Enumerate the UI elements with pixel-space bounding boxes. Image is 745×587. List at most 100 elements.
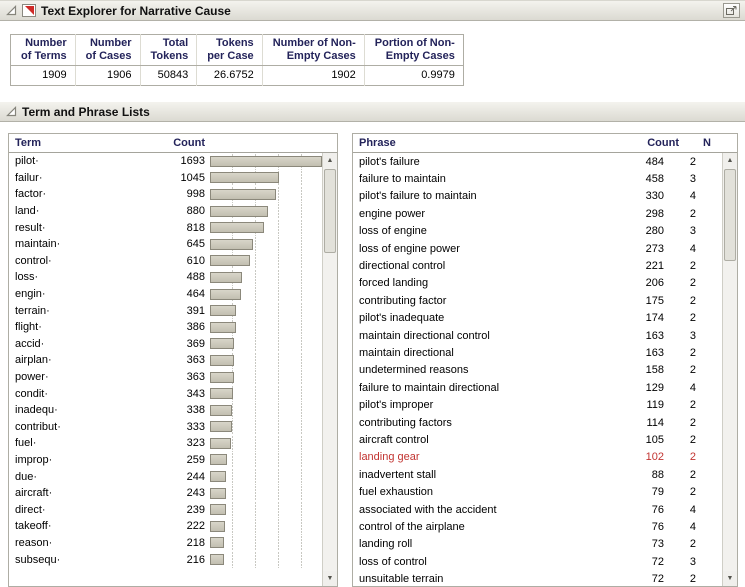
phrase-scrollbar[interactable]: ▲ ▼ bbox=[722, 153, 737, 586]
term-row[interactable]: fuel· 323 bbox=[9, 435, 322, 452]
phrase-row[interactable]: aircraft control 105 2 bbox=[353, 431, 722, 448]
term-bar-cell bbox=[210, 534, 322, 552]
term-bar-cell bbox=[210, 401, 322, 419]
summary-value: 50843 bbox=[139, 65, 197, 86]
term-row[interactable]: flight· 386 bbox=[9, 318, 322, 336]
phrase-row[interactable]: failure to maintain directional 129 4 bbox=[353, 379, 722, 396]
term-count: 386 bbox=[186, 321, 205, 334]
term-bar-cell bbox=[210, 153, 322, 170]
term-row[interactable]: contribut· 333 bbox=[9, 418, 322, 436]
term-bar-cell bbox=[210, 551, 322, 568]
phrase-row[interactable]: pilot's failure to maintain 330 4 bbox=[353, 188, 722, 205]
phrase-row[interactable]: landing roll 73 2 bbox=[353, 536, 722, 553]
phrase-row[interactable]: undetermined reasons 158 2 bbox=[353, 362, 722, 379]
term-row[interactable]: control· 610 bbox=[9, 252, 322, 270]
scroll-down-icon[interactable]: ▼ bbox=[723, 571, 737, 586]
term-row[interactable]: aircraft· 243 bbox=[9, 484, 322, 502]
scroll-up-icon[interactable]: ▲ bbox=[723, 153, 737, 168]
term-row[interactable]: land· 880 bbox=[9, 202, 322, 220]
term-count-bar bbox=[210, 537, 225, 549]
term-row[interactable]: factor· 998 bbox=[9, 186, 322, 203]
term-row[interactable]: loss· 488 bbox=[9, 269, 322, 286]
term-column-header[interactable]: Term bbox=[15, 137, 42, 149]
phrase-row[interactable]: forced landing 206 2 bbox=[353, 275, 722, 292]
phrase-column-header[interactable]: Phrase bbox=[359, 137, 396, 149]
term-row[interactable]: pilot· 1693 bbox=[9, 153, 322, 170]
phrase-n: 2 bbox=[689, 451, 696, 464]
term-count: 323 bbox=[186, 437, 205, 450]
phrase-row[interactable]: contributing factor 175 2 bbox=[353, 292, 722, 309]
term-row[interactable]: reason· 218 bbox=[9, 534, 322, 552]
term-row[interactable]: accid· 369 bbox=[9, 335, 322, 353]
disclosure-open-icon[interactable] bbox=[5, 106, 17, 118]
term-bar-cell bbox=[210, 435, 322, 452]
phrase-row[interactable]: landing gear 102 2 bbox=[353, 449, 722, 466]
phrase-row[interactable]: loss of control 72 3 bbox=[353, 553, 722, 570]
term-row[interactable]: power· 363 bbox=[9, 368, 322, 386]
phrase-count: 158 bbox=[645, 364, 664, 377]
phrase-row[interactable]: failure to maintain 458 3 bbox=[353, 170, 722, 187]
term-row[interactable]: direct· 239 bbox=[9, 501, 322, 519]
phrase-row[interactable]: inadvertent stall 88 2 bbox=[353, 466, 722, 483]
term-count-column-header[interactable]: Count bbox=[173, 137, 205, 149]
summary-value: 1906 bbox=[74, 65, 140, 86]
open-window-icon[interactable] bbox=[723, 3, 740, 18]
phrase-row[interactable]: unsuitable terrain 72 2 bbox=[353, 570, 722, 586]
term-count-bar bbox=[210, 288, 241, 300]
phrase-label: loss of engine bbox=[359, 225, 427, 238]
term-count-bar bbox=[210, 471, 227, 483]
disclosure-open-icon[interactable] bbox=[5, 5, 17, 17]
term-label: failur· bbox=[15, 171, 43, 184]
phrase-label: associated with the accident bbox=[359, 503, 497, 516]
term-row[interactable]: result· 818 bbox=[9, 219, 322, 236]
phrase-row[interactable]: pilot's failure 484 2 bbox=[353, 153, 722, 170]
phrase-row[interactable]: maintain directional control 163 3 bbox=[353, 327, 722, 344]
phrase-label: contributing factor bbox=[359, 294, 447, 307]
phrase-row[interactable]: associated with the accident 76 4 bbox=[353, 501, 722, 518]
phrase-row[interactable]: loss of engine power 273 4 bbox=[353, 240, 722, 257]
term-row[interactable]: engin· 464 bbox=[9, 285, 322, 303]
term-scrollbar[interactable]: ▲ ▼ bbox=[322, 153, 337, 586]
phrase-label: unsuitable terrain bbox=[359, 573, 444, 586]
scroll-up-icon[interactable]: ▲ bbox=[323, 153, 337, 168]
term-row[interactable]: airplan· 363 bbox=[9, 352, 322, 369]
term-row[interactable]: due· 244 bbox=[9, 468, 322, 485]
red-triangle-menu-icon[interactable] bbox=[22, 4, 36, 17]
phrase-row[interactable]: fuel exhaustion 79 2 bbox=[353, 483, 722, 500]
phrase-label: forced landing bbox=[359, 277, 429, 290]
phrase-scrollbar-thumb[interactable] bbox=[724, 169, 736, 261]
term-row[interactable]: maintain· 645 bbox=[9, 235, 322, 253]
phrase-row[interactable]: pilot's improper 119 2 bbox=[353, 396, 722, 413]
phrase-count-column-header[interactable]: Count bbox=[647, 137, 679, 149]
phrase-row[interactable]: engine power 298 2 bbox=[353, 205, 722, 222]
term-count-bar bbox=[210, 338, 235, 350]
term-row[interactable]: condit· 343 bbox=[9, 385, 322, 402]
term-row[interactable]: terrain· 391 bbox=[9, 302, 322, 319]
scroll-down-icon[interactable]: ▼ bbox=[323, 571, 337, 586]
phrase-row[interactable]: pilot's inadequate 174 2 bbox=[353, 310, 722, 327]
phrase-label: pilot's failure to maintain bbox=[359, 190, 477, 203]
term-label: due· bbox=[15, 470, 38, 483]
phrase-row[interactable]: maintain directional 163 2 bbox=[353, 344, 722, 361]
term-bar-cell bbox=[210, 335, 322, 353]
term-bar-cell bbox=[210, 269, 322, 286]
phrase-row[interactable]: loss of engine 280 3 bbox=[353, 223, 722, 240]
term-row[interactable]: improp· 259 bbox=[9, 451, 322, 469]
phrase-n-column-header[interactable]: N bbox=[703, 137, 711, 149]
phrase-row[interactable]: contributing factors 114 2 bbox=[353, 414, 722, 431]
report-title: Text Explorer for Narrative Cause bbox=[41, 3, 231, 18]
term-list-header: Term Count bbox=[9, 134, 337, 153]
term-count: 243 bbox=[186, 487, 205, 500]
term-row[interactable]: failur· 1045 bbox=[9, 169, 322, 187]
phrase-row[interactable]: directional control 221 2 bbox=[353, 257, 722, 274]
term-bar-cell bbox=[210, 368, 322, 386]
phrase-count: 298 bbox=[645, 207, 664, 220]
term-scrollbar-thumb[interactable] bbox=[324, 169, 336, 253]
term-count-bar bbox=[210, 404, 233, 416]
phrase-row[interactable]: control of the airplane 76 4 bbox=[353, 518, 722, 535]
term-count: 818 bbox=[186, 221, 205, 234]
term-row[interactable]: subsequ· 216 bbox=[9, 551, 322, 568]
term-count-bar bbox=[210, 388, 233, 400]
term-row[interactable]: takeoff· 222 bbox=[9, 518, 322, 535]
term-row[interactable]: inadequ· 338 bbox=[9, 401, 322, 419]
